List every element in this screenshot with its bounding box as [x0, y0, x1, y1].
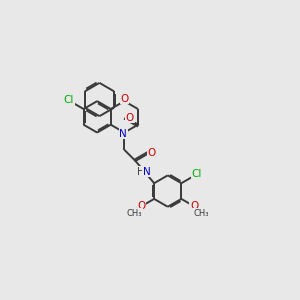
Text: N: N — [119, 129, 127, 139]
Text: O: O — [137, 201, 146, 211]
Text: CH₃: CH₃ — [127, 208, 142, 217]
Text: O: O — [120, 94, 128, 104]
Text: CH₃: CH₃ — [193, 208, 209, 217]
Text: H: H — [137, 167, 144, 177]
Text: O: O — [190, 201, 198, 211]
Text: O: O — [148, 148, 156, 158]
Text: N: N — [143, 167, 151, 177]
Text: Cl: Cl — [192, 169, 202, 179]
Text: O: O — [126, 112, 134, 123]
Text: Cl: Cl — [64, 95, 74, 105]
